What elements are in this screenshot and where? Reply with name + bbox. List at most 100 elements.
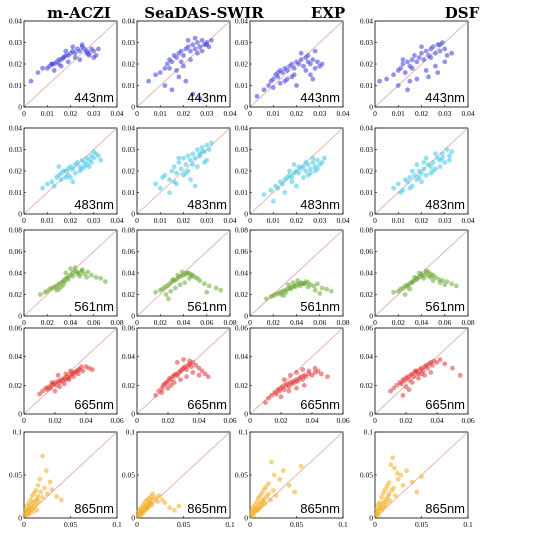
data-point xyxy=(280,70,285,75)
y-tick-label: 0.04 xyxy=(122,124,135,133)
data-point xyxy=(388,462,394,468)
data-point xyxy=(315,368,321,374)
data-point xyxy=(150,491,156,497)
data-point xyxy=(89,160,94,165)
data-point xyxy=(82,164,87,170)
data-point xyxy=(412,368,418,374)
x-tick-label: 0.02 xyxy=(290,216,303,225)
x-tick-label: 0 xyxy=(373,109,377,118)
y-tick-label: 0.06 xyxy=(122,247,135,256)
data-point xyxy=(202,371,208,377)
data-point xyxy=(147,500,153,506)
data-point xyxy=(423,172,429,178)
y-tick-label: 0 xyxy=(18,210,22,219)
data-point xyxy=(168,382,174,388)
y-tick-label: 0.02 xyxy=(9,381,22,390)
band-label: 561nm xyxy=(300,299,340,314)
data-point xyxy=(406,387,412,393)
data-point xyxy=(406,377,412,382)
one-to-one-line xyxy=(136,127,231,215)
y-tick-label: 0.02 xyxy=(360,167,373,176)
x-tick-label: 0.01 xyxy=(392,216,405,225)
data-point xyxy=(96,153,101,159)
data-point xyxy=(98,157,104,163)
data-point xyxy=(398,190,403,195)
data-point xyxy=(251,513,257,518)
x-tick-label: 0.03 xyxy=(313,216,326,225)
data-point xyxy=(188,157,193,163)
data-point xyxy=(96,46,101,52)
data-point xyxy=(310,76,316,82)
y-tick-label: 0.01 xyxy=(9,188,22,197)
data-point xyxy=(70,273,76,279)
data-point xyxy=(204,142,210,148)
data-point xyxy=(84,274,90,280)
x-tick-label: 0.06 xyxy=(110,416,123,425)
panel-483nm-seadas-swir: 0 0.01 0.02 0.03 0.04 0 0.01 0.02 0.03 0.04 483nm xyxy=(122,124,237,226)
data-point xyxy=(428,164,434,170)
data-point xyxy=(61,381,67,387)
data-point xyxy=(30,509,36,515)
data-point xyxy=(305,284,311,290)
data-point xyxy=(77,48,83,54)
y-tick-label: 0.04 xyxy=(235,352,248,361)
data-point xyxy=(449,50,455,56)
data-point xyxy=(36,499,42,505)
data-point xyxy=(269,392,275,398)
panel-443nm-dsf: 0 0.01 0.02 0.03 0.04 0 0.01 0.02 0.03 0.04 443nm xyxy=(360,17,475,119)
data-point xyxy=(38,489,44,495)
y-tick-label: 0.04 xyxy=(235,124,248,133)
data-point xyxy=(37,292,43,297)
data-point xyxy=(407,78,413,84)
data-point xyxy=(249,508,255,514)
data-point xyxy=(319,285,325,291)
data-point xyxy=(391,289,396,295)
x-tick-label: 0.02 xyxy=(392,318,405,327)
data-point xyxy=(296,170,302,176)
data-point xyxy=(184,367,190,372)
data-point xyxy=(190,162,196,167)
data-point xyxy=(218,287,224,293)
data-point xyxy=(40,65,45,71)
x-tick-label: 0.04 xyxy=(110,109,123,118)
data-point xyxy=(270,488,276,493)
data-point xyxy=(305,53,311,58)
x-tick-label: 0.06 xyxy=(200,318,213,327)
data-point xyxy=(421,160,427,165)
data-point xyxy=(303,374,309,380)
data-point xyxy=(204,42,210,48)
x-tick-label: 0.02 xyxy=(48,416,61,425)
y-tick-label: 0.02 xyxy=(360,381,373,390)
data-point xyxy=(188,177,193,183)
y-tick-label: 0.02 xyxy=(235,290,248,299)
x-tick-label: 0 xyxy=(135,216,139,225)
panel-443nm-m-aczi: 0 0.01 0.02 0.03 0.04 0 0.01 0.02 0.03 0.04 443nm xyxy=(9,17,124,119)
data-point xyxy=(284,68,290,73)
data-point xyxy=(91,48,97,54)
data-point xyxy=(419,170,424,176)
data-point xyxy=(376,512,382,517)
data-point xyxy=(72,170,78,176)
data-point xyxy=(421,166,427,172)
panel-443nm-seadas-swir: 0 0.01 0.02 0.03 0.04 0 0.01 0.02 0.03 0.04 443nm xyxy=(122,17,237,119)
data-point xyxy=(40,494,45,500)
data-point xyxy=(33,488,39,493)
data-point xyxy=(428,370,434,375)
data-point xyxy=(425,365,431,371)
data-point xyxy=(102,279,108,284)
y-tick-label: 0.01 xyxy=(235,81,248,90)
x-tick-label: 0 xyxy=(135,109,139,118)
y-tick-label: 0.05 xyxy=(360,471,373,480)
data-point xyxy=(44,491,50,497)
y-tick-label: 0 xyxy=(369,103,373,112)
x-tick-label: 0.01 xyxy=(154,109,167,118)
x-tick-label: 0.03 xyxy=(313,109,326,118)
y-tick-label: 0 xyxy=(18,103,22,112)
data-point xyxy=(287,168,292,174)
data-point xyxy=(192,155,198,161)
y-tick-label: 0.02 xyxy=(360,290,373,299)
data-point xyxy=(188,57,193,63)
data-point xyxy=(301,164,306,170)
x-tick-label: 0.04 xyxy=(79,416,92,425)
data-point xyxy=(400,61,406,67)
